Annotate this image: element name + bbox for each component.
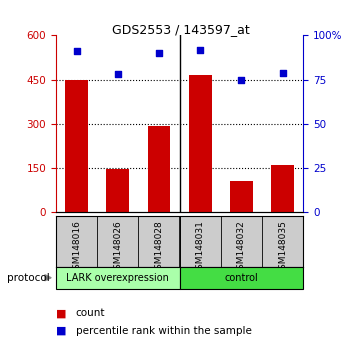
Text: GSM148016: GSM148016: [72, 220, 81, 275]
Text: GSM148032: GSM148032: [237, 220, 246, 275]
Text: GDS2553 / 143597_at: GDS2553 / 143597_at: [112, 23, 249, 36]
Bar: [56, 267, 180, 289]
Point: [115, 72, 121, 77]
Text: percentile rank within the sample: percentile rank within the sample: [76, 326, 252, 336]
Bar: [230, 181, 253, 212]
Point: [239, 77, 244, 82]
Text: ■: ■: [56, 326, 66, 336]
Text: GSM148035: GSM148035: [278, 220, 287, 275]
Bar: [148, 126, 170, 212]
Bar: [106, 169, 129, 212]
Bar: [271, 165, 294, 212]
Bar: [65, 80, 88, 212]
Text: LARK overexpression: LARK overexpression: [66, 273, 169, 283]
Text: GSM148031: GSM148031: [196, 220, 205, 275]
Text: control: control: [225, 273, 258, 283]
Point: [197, 47, 203, 52]
Point: [280, 70, 286, 75]
Text: protocol: protocol: [7, 273, 50, 283]
Point: [74, 48, 79, 54]
Point: [156, 50, 162, 56]
Text: GSM148026: GSM148026: [113, 220, 122, 275]
Text: ■: ■: [56, 308, 66, 318]
Bar: [189, 75, 212, 212]
Text: GSM148028: GSM148028: [155, 220, 164, 275]
Bar: [180, 267, 303, 289]
Text: count: count: [76, 308, 105, 318]
